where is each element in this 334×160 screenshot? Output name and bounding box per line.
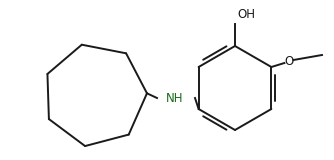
Text: OH: OH	[237, 8, 255, 21]
Text: NH: NH	[166, 92, 184, 104]
Text: O: O	[285, 56, 294, 68]
